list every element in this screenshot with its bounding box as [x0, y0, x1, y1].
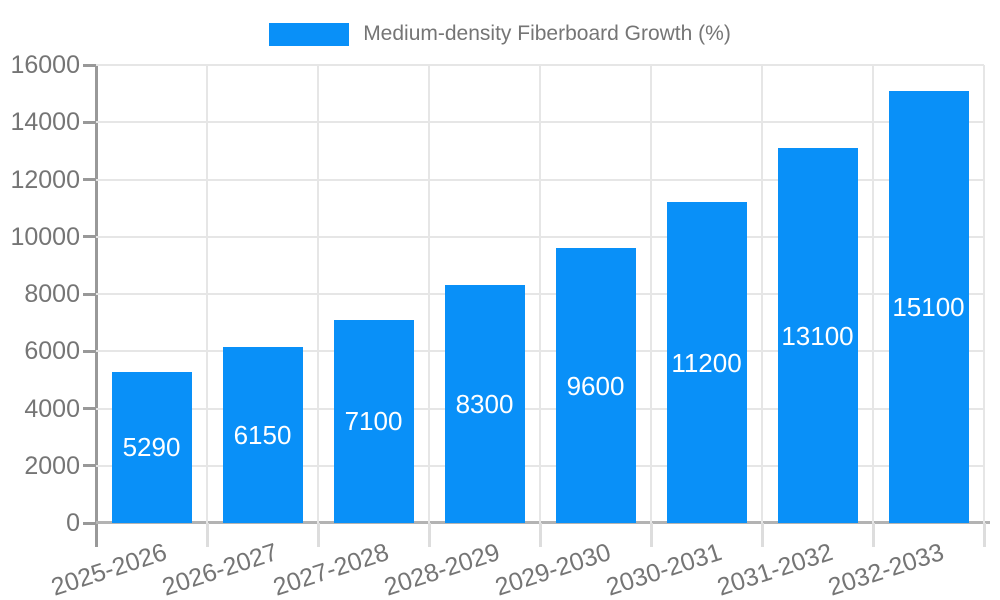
x-axis-category-label: 2029-2030 — [491, 538, 615, 600]
y-axis-tick — [83, 407, 96, 410]
gridline-vertical — [428, 65, 430, 523]
x-axis-category-label: 2028-2029 — [380, 538, 504, 600]
x-axis-category-label: 2031-2032 — [713, 538, 837, 600]
bar-value-label: 11200 — [671, 347, 742, 378]
x-axis-tick — [871, 523, 875, 547]
bar-value-label: 6150 — [233, 419, 292, 450]
bar[interactable] — [666, 202, 747, 523]
x-axis-tick — [316, 523, 320, 547]
gridline-vertical — [206, 65, 208, 523]
y-axis-tick-label: 4000 — [24, 394, 80, 423]
gridline-vertical — [539, 65, 541, 523]
x-axis-category-label: 2032-2033 — [824, 538, 948, 600]
bar[interactable] — [111, 371, 192, 523]
bar[interactable] — [888, 90, 969, 523]
x-axis-category-label: 2025-2026 — [47, 538, 171, 600]
y-axis-tick — [83, 235, 96, 239]
bar[interactable] — [222, 346, 303, 523]
x-axis-tick — [760, 523, 764, 547]
x-axis-tick — [982, 523, 986, 547]
y-axis-tick-label: 10000 — [10, 222, 80, 251]
bar[interactable] — [555, 248, 636, 523]
bar-value-label: 15100 — [892, 291, 965, 322]
bar[interactable] — [777, 148, 858, 523]
x-axis-baseline — [96, 521, 990, 524]
y-axis-tick — [83, 292, 96, 296]
gridline-vertical — [761, 65, 763, 523]
x-axis-category-label: 2026-2027 — [158, 538, 282, 600]
x-axis-tick — [205, 523, 209, 547]
legend-swatch[interactable] — [269, 22, 350, 46]
x-axis-tick — [538, 523, 542, 547]
legend: Medium-density Fiberboard Growth (%) — [0, 20, 1000, 48]
y-axis-line — [94, 65, 98, 547]
y-axis-tick-label: 2000 — [24, 451, 80, 480]
bar-value-label: 13100 — [781, 320, 854, 351]
y-axis-tick — [83, 521, 96, 525]
y-axis-tick-label: 0 — [66, 509, 80, 537]
y-axis-tick — [83, 120, 96, 124]
y-axis-tick — [83, 349, 96, 353]
x-axis-category-label: 2027-2028 — [269, 538, 393, 600]
legend-label[interactable]: Medium-density Fiberboard Growth (%) — [363, 22, 731, 45]
gridline-vertical — [872, 65, 874, 523]
bar-value-label: 9600 — [566, 370, 625, 401]
bar[interactable] — [333, 319, 414, 523]
y-axis-tick-label: 16000 — [10, 51, 80, 79]
gridline-vertical — [650, 65, 652, 523]
gridline-vertical — [317, 65, 319, 523]
bar[interactable] — [444, 285, 525, 523]
y-axis-tick-label: 8000 — [24, 280, 80, 308]
y-axis-tick-label: 14000 — [10, 108, 80, 137]
x-axis-tick — [427, 523, 431, 547]
y-axis-tick — [83, 464, 96, 468]
bar-value-label: 8300 — [455, 389, 514, 420]
bar-value-label: 5290 — [122, 432, 181, 463]
bar-value-label: 7100 — [344, 406, 403, 437]
gridline-vertical — [983, 65, 985, 523]
y-axis-tick-label: 6000 — [24, 337, 80, 366]
x-axis-tick — [649, 523, 653, 547]
x-axis-category-label: 2030-2031 — [602, 538, 726, 600]
y-axis-tick — [83, 63, 96, 67]
y-axis-tick-label: 12000 — [10, 165, 80, 194]
y-axis-tick — [83, 178, 96, 181]
